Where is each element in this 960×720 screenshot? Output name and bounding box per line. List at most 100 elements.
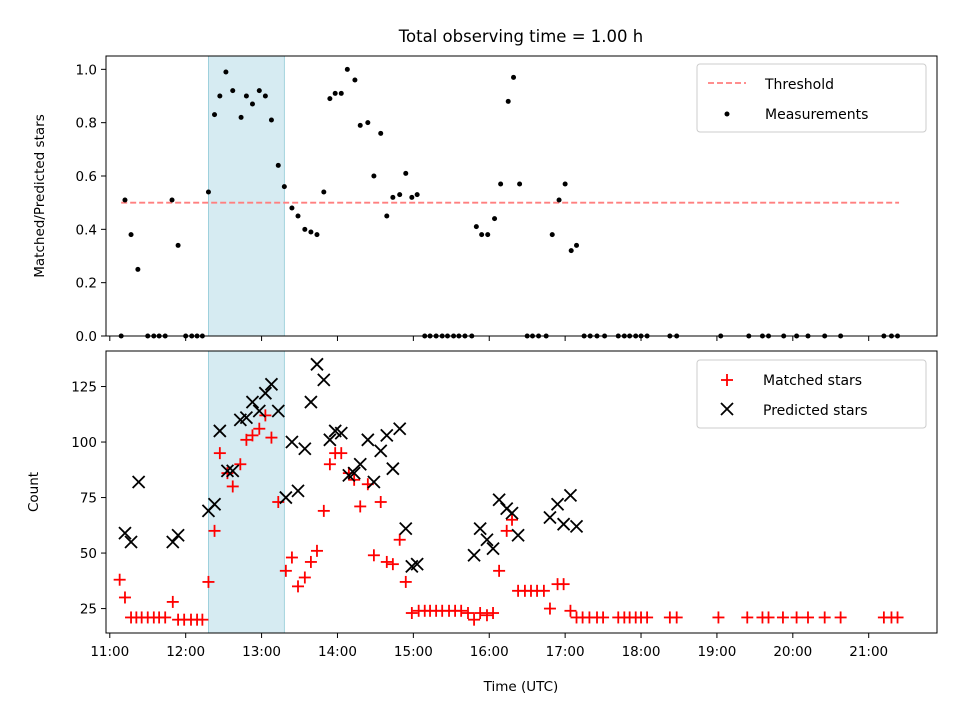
measurement-point (505, 98, 511, 104)
bottom-legend-box (696, 359, 927, 429)
matched-star-point (834, 611, 847, 624)
measurement-point (314, 232, 320, 238)
top-y-tick-label: 1.0 (76, 62, 97, 78)
predicted-star-point (374, 444, 388, 458)
matched-star-point (374, 495, 387, 508)
top-y-tick-label: 0.8 (76, 116, 97, 132)
predicted-star-point (323, 433, 337, 447)
predicted-star-point (213, 424, 227, 438)
matched-star-point (317, 504, 330, 517)
measurement-point (332, 90, 338, 96)
predicted-star-point (220, 464, 235, 478)
x-tick-label: 16:00 (470, 644, 509, 660)
matched-star-point (118, 591, 131, 604)
matched-star-point (455, 604, 468, 617)
matched-star-point (393, 533, 406, 546)
matched-star-point (202, 575, 215, 588)
measurement-point (212, 112, 218, 118)
measurement-point (574, 242, 580, 248)
measurement-point (275, 162, 281, 168)
top-shaded-span (208, 55, 285, 337)
measurement-point (403, 170, 409, 176)
measurement-point (223, 69, 229, 75)
matched-star-point (776, 611, 789, 624)
matched-star-point (405, 607, 418, 620)
matched-star-point (818, 611, 831, 624)
top-legend-box (696, 63, 927, 133)
matched-star-point (500, 524, 513, 537)
matched-star-point (240, 433, 253, 446)
predicted-star-point (361, 433, 375, 447)
measurement-point (549, 232, 555, 238)
matched-star-point (461, 607, 474, 620)
predicted-star-point (264, 377, 279, 391)
predicted-star-point (124, 535, 138, 549)
matched-star-point (292, 580, 305, 593)
matched-star-point (113, 573, 126, 586)
matched-star-point (196, 613, 209, 626)
measurement-point (352, 77, 358, 83)
predicted-star-point (563, 488, 578, 502)
measurement-point (230, 88, 236, 94)
measurement-point (295, 213, 301, 219)
measurement-point (281, 184, 287, 190)
matched-star-point (246, 429, 259, 442)
measurement-point (562, 181, 568, 187)
top-y-tick-label: 0.2 (76, 276, 97, 292)
measurement-point (256, 88, 262, 94)
top-panel-frame (105, 55, 938, 337)
matched-star-point (285, 551, 298, 564)
predicted-star-point (380, 428, 394, 443)
matched-star-point (304, 555, 317, 568)
measurement-point (384, 213, 390, 219)
predicted-star-point (258, 386, 273, 400)
measurement-point (308, 229, 314, 235)
measurement-point (268, 117, 274, 123)
matched-star-point (342, 467, 355, 480)
measurement-point (175, 242, 181, 248)
predicted-star-point (393, 422, 407, 436)
bottom-y-tick-label: 25 (80, 602, 97, 618)
measurement-point (492, 216, 498, 222)
bottom-y-tick-label: 75 (80, 491, 97, 507)
measurement-point (289, 205, 295, 211)
measurement-point (344, 66, 350, 72)
predicted-star-point (347, 466, 361, 480)
measurement-point (357, 122, 363, 128)
matched-star-point (468, 613, 481, 626)
top-y-axis-label: Matched/Predicted stars (32, 114, 48, 277)
predicted-star-point (353, 457, 367, 471)
predicted-star-point (505, 506, 519, 520)
predicted-star-point (226, 464, 240, 478)
predicted-star-point (492, 493, 506, 507)
measurement-point (390, 194, 396, 200)
measurement-point (397, 192, 403, 198)
measurement-point (479, 232, 485, 238)
bottom-shaded-span (208, 350, 285, 634)
x-tick-label: 19:00 (697, 644, 736, 660)
measurement-point (473, 224, 479, 230)
predicted-star-point (271, 404, 285, 418)
x-tick-label: 12:00 (166, 644, 205, 660)
matched-star-point (790, 611, 803, 624)
top-panel: 0.0 0.2 0.4 0.6 0.8 1.0 Matched/Predicted sta… (32, 55, 938, 345)
matched-star-point (298, 571, 311, 584)
predicted-star-point (511, 528, 525, 542)
measurement-point (371, 173, 377, 179)
measurement-point (498, 181, 504, 187)
measurement-point (302, 226, 308, 232)
measurement-point (409, 194, 415, 200)
x-tick-label: 18:00 (622, 644, 661, 660)
predicted-star-point (131, 475, 146, 489)
top-y-tick-label: 0.0 (76, 329, 97, 345)
measurement-point (517, 181, 523, 187)
matched-star-point (279, 564, 292, 577)
measurement-point (243, 93, 249, 99)
predicted-star-point (239, 410, 254, 425)
matched-star-point (712, 611, 725, 624)
matched-star-point (335, 447, 348, 460)
matched-star-point (310, 544, 323, 557)
matched-star-point (399, 575, 412, 588)
predicted-star-point (279, 490, 293, 505)
measurement-point (135, 266, 141, 272)
